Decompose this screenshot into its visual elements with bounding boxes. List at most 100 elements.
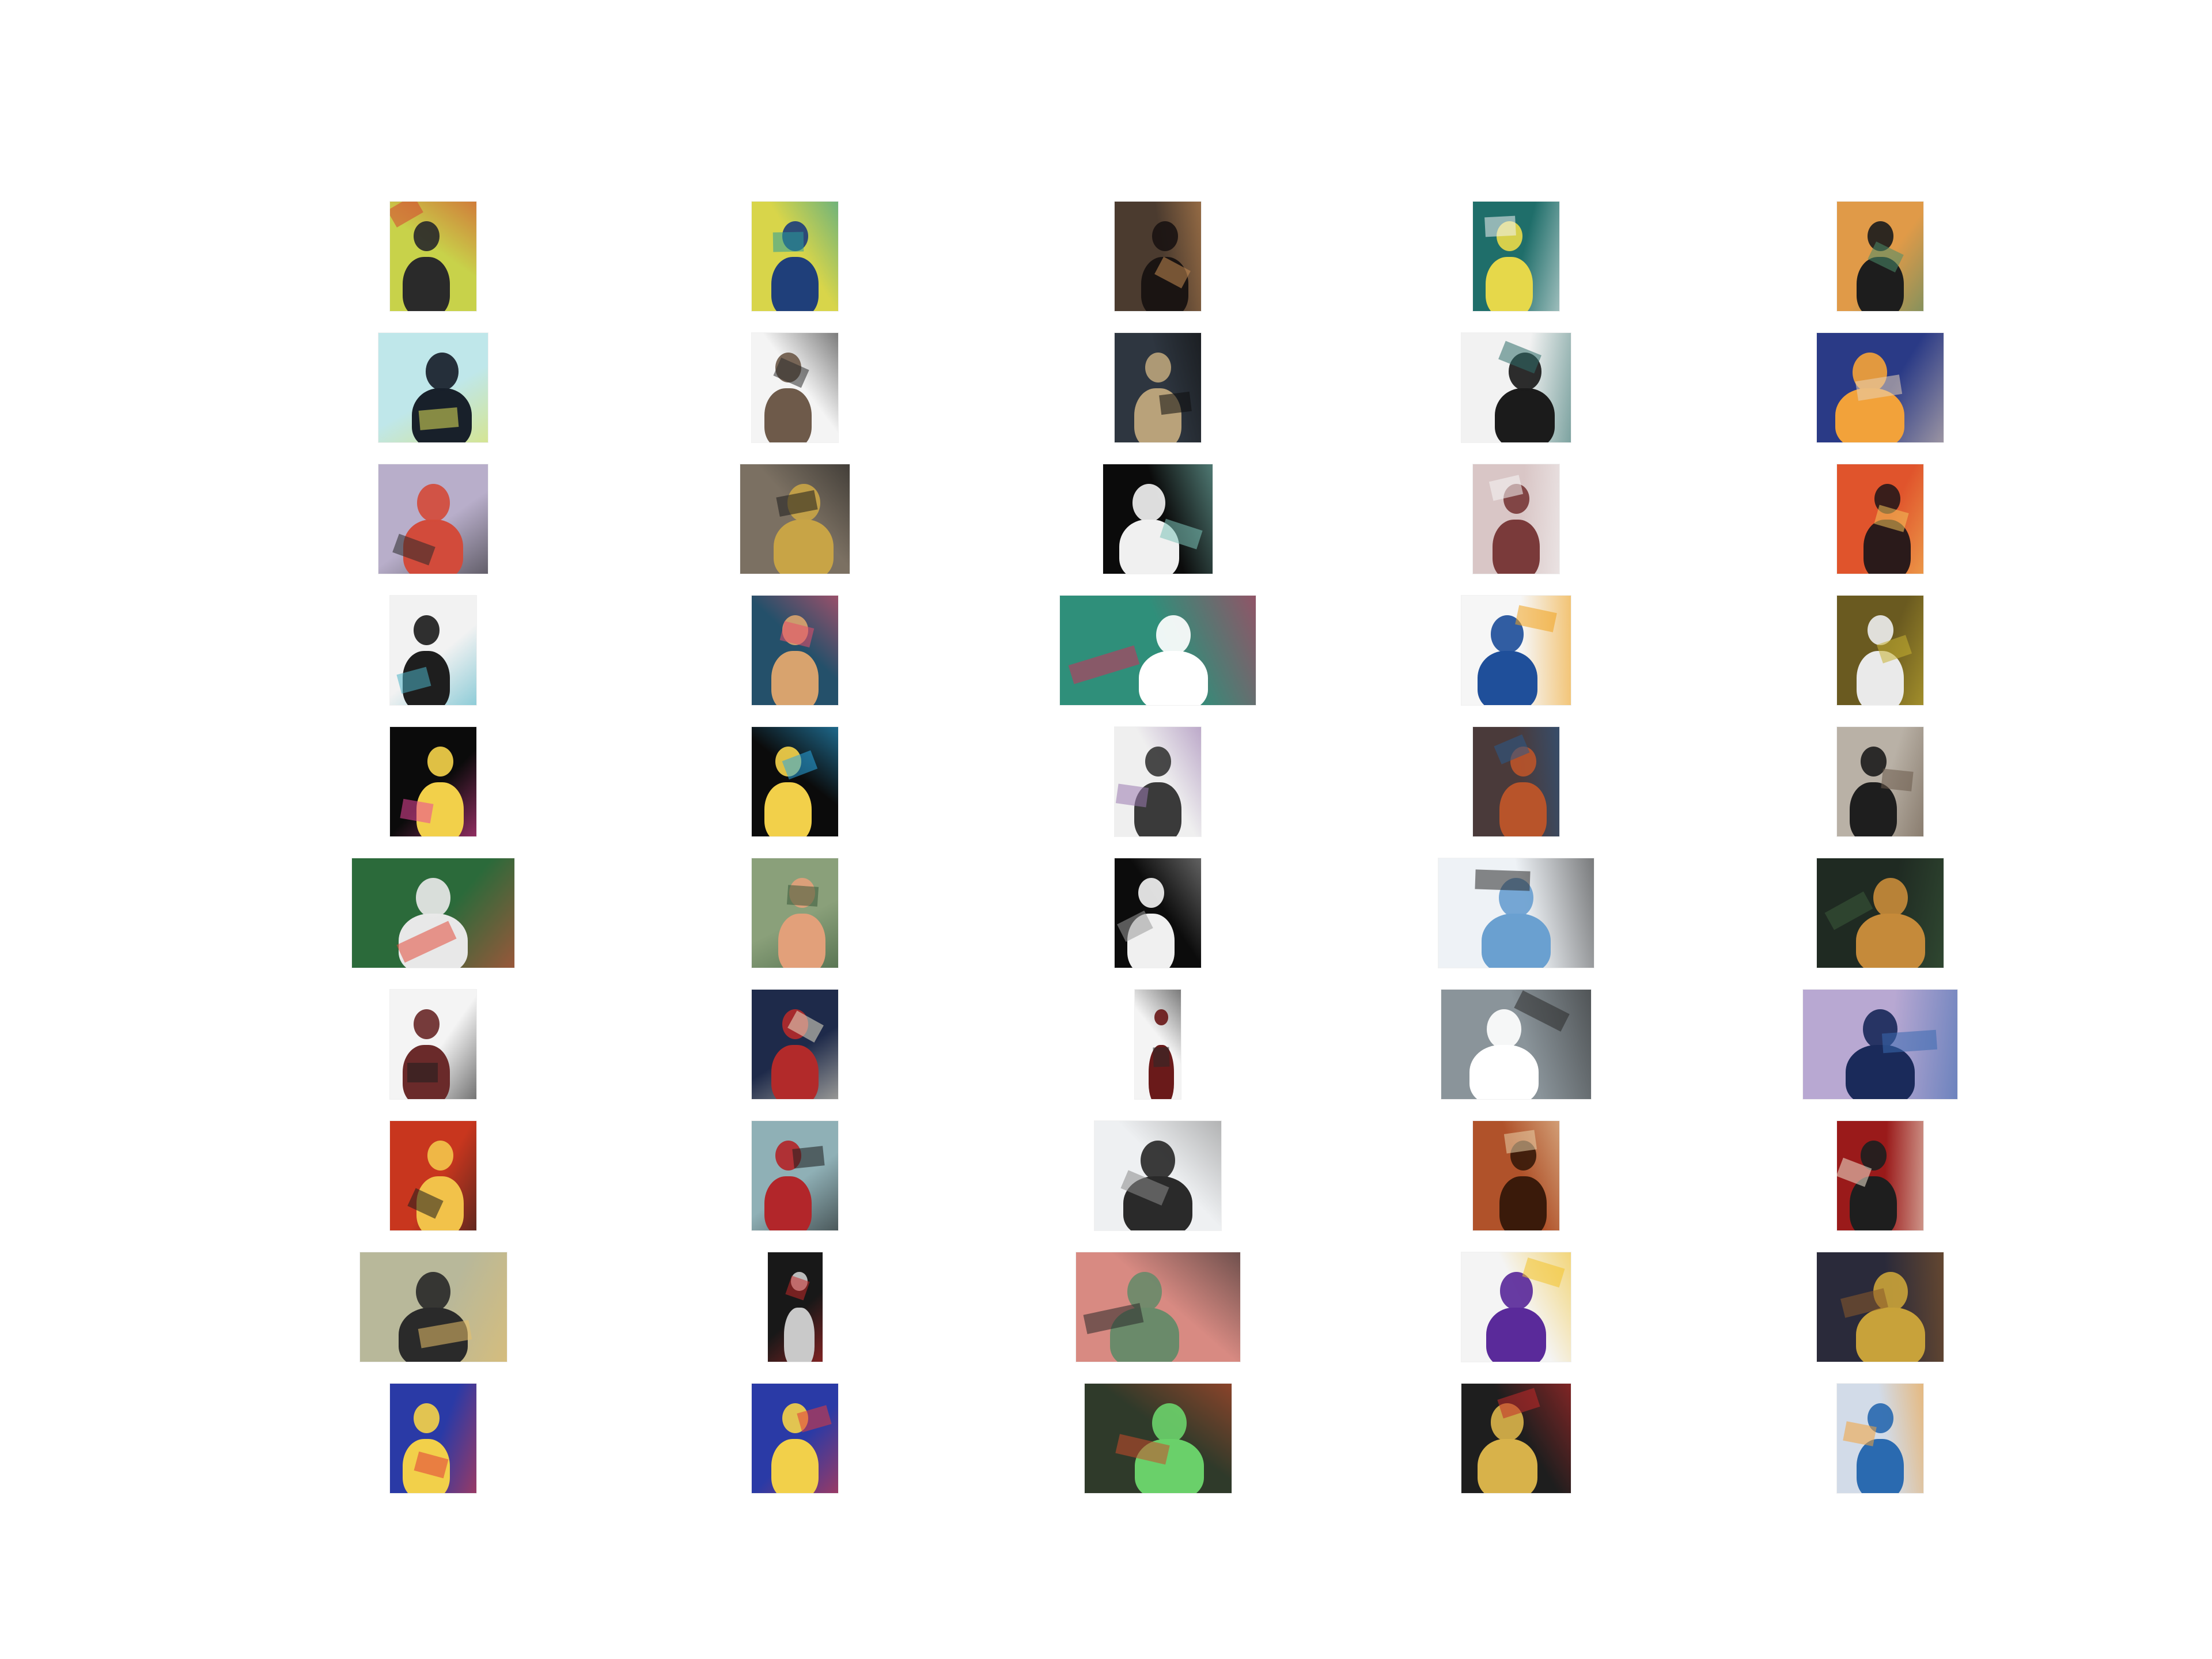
artwork-figure [773,519,834,574]
gallery-cell [1025,202,1290,311]
artwork-figure [764,1176,812,1230]
gallery-cell [1384,1384,1649,1493]
artwork-thumbnail[interactable] [1094,1121,1221,1230]
artwork-thumbnail[interactable] [390,1384,476,1493]
artwork-thumbnail[interactable] [1473,202,1559,311]
gallery-cell [1384,858,1649,968]
artwork-head [1860,747,1887,777]
gallery-cell [1384,202,1649,311]
artwork-figure [778,913,826,968]
artwork-thumbnail[interactable] [1817,1252,1944,1362]
artwork-head [427,747,453,777]
gallery-cell [662,596,927,705]
artwork-thumbnail[interactable] [1817,858,1944,968]
artwork-thumbnail[interactable] [1438,858,1594,968]
artwork-accent [1159,391,1192,415]
artwork-accent [1484,215,1516,237]
artwork-accent [418,407,459,431]
gallery-cell [1748,1252,2013,1362]
artwork-thumbnail[interactable] [1075,1252,1240,1362]
artwork-thumbnail[interactable] [1461,333,1571,442]
gallery-cell [301,202,566,311]
artwork-thumbnail[interactable] [390,727,476,836]
artwork-thumbnail[interactable] [390,1121,476,1230]
artwork-thumbnail[interactable] [1115,202,1201,311]
artwork-accent [1514,990,1570,1032]
artwork-accent [1881,1029,1937,1054]
gallery-cell [301,1252,566,1362]
gallery-cell [1025,1384,1290,1493]
artwork-thumbnail[interactable] [1837,1121,1923,1230]
artwork-figure [1492,519,1540,574]
artwork-head [1152,221,1178,251]
artwork-thumbnail[interactable] [1837,202,1923,311]
artwork-thumbnail[interactable] [1461,1384,1571,1493]
artwork-thumbnail[interactable] [1473,1121,1559,1230]
artwork-thumbnail[interactable] [1441,990,1591,1099]
artwork-thumbnail[interactable] [1060,596,1256,705]
artwork-thumbnail[interactable] [1803,990,1957,1099]
artwork-thumbnail[interactable] [390,596,476,705]
gallery-cell [1025,1121,1290,1230]
artwork-head [416,1272,450,1312]
artwork-figure [1494,388,1555,442]
artwork-thumbnail[interactable] [1837,464,1923,574]
artwork-thumbnail[interactable] [752,1121,838,1230]
artwork-figure [1482,913,1551,968]
artwork-accent [1503,1130,1537,1154]
artwork-thumbnail[interactable] [390,202,476,311]
artwork-thumbnail[interactable] [1473,727,1559,836]
artwork-figure [771,650,819,705]
artwork-figure [1477,1438,1538,1493]
artwork-thumbnail[interactable] [752,202,838,311]
artwork-thumbnail[interactable] [752,727,838,836]
artwork-accent [390,202,423,228]
artwork-thumbnail[interactable] [1817,333,1944,442]
artwork-thumbnail[interactable] [767,1252,823,1362]
artwork-thumbnail[interactable] [1473,464,1559,574]
artwork-thumbnail[interactable] [1837,596,1923,705]
gallery-cell [1748,464,2013,574]
gallery-cell [662,1384,927,1493]
artwork-thumbnail[interactable] [390,990,476,1099]
artwork-thumbnail[interactable] [1461,1252,1571,1362]
artwork-thumbnail[interactable] [1837,727,1923,836]
artwork-head [1145,353,1171,382]
artwork-head [1138,878,1164,908]
gallery-cell [662,202,927,311]
artwork-thumbnail[interactable] [752,333,838,442]
artwork-head [1156,615,1191,656]
artwork-accent [1153,1047,1170,1067]
artwork-thumbnail[interactable] [1115,727,1201,836]
artwork-thumbnail[interactable] [1115,333,1201,442]
artwork-head [416,484,450,522]
artwork-thumbnail[interactable] [740,464,850,574]
artwork-thumbnail[interactable] [1115,858,1201,968]
artwork-thumbnail[interactable] [752,858,838,968]
artwork-accent [779,621,814,648]
artwork-thumbnail[interactable] [1084,1384,1232,1493]
artwork-figure [771,1438,819,1493]
artwork-thumbnail[interactable] [752,990,838,1099]
artwork-thumbnail[interactable] [752,596,838,705]
artwork-head [1487,1009,1522,1050]
artwork-figure [771,1044,819,1099]
gallery-cell [1025,464,1290,574]
artwork-thumbnail[interactable] [1103,464,1213,574]
artwork-thumbnail[interactable] [378,333,488,442]
gallery-cell [1025,990,1290,1099]
gallery-cell [301,596,566,705]
artwork-thumbnail[interactable] [1461,596,1571,705]
artwork-thumbnail[interactable] [752,1384,838,1493]
artwork-accent [792,1146,825,1169]
gallery-cell [1748,202,2013,311]
artwork-thumbnail[interactable] [1837,1384,1923,1493]
artwork-thumbnail[interactable] [352,858,514,968]
artwork-figure [764,782,812,836]
artwork-thumbnail[interactable] [359,1252,507,1362]
artwork-figure [1486,1307,1547,1362]
artwork-accent [407,1063,438,1083]
artwork-thumbnail[interactable] [378,464,488,574]
artwork-thumbnail[interactable] [1135,990,1181,1099]
gallery-cell [301,1121,566,1230]
